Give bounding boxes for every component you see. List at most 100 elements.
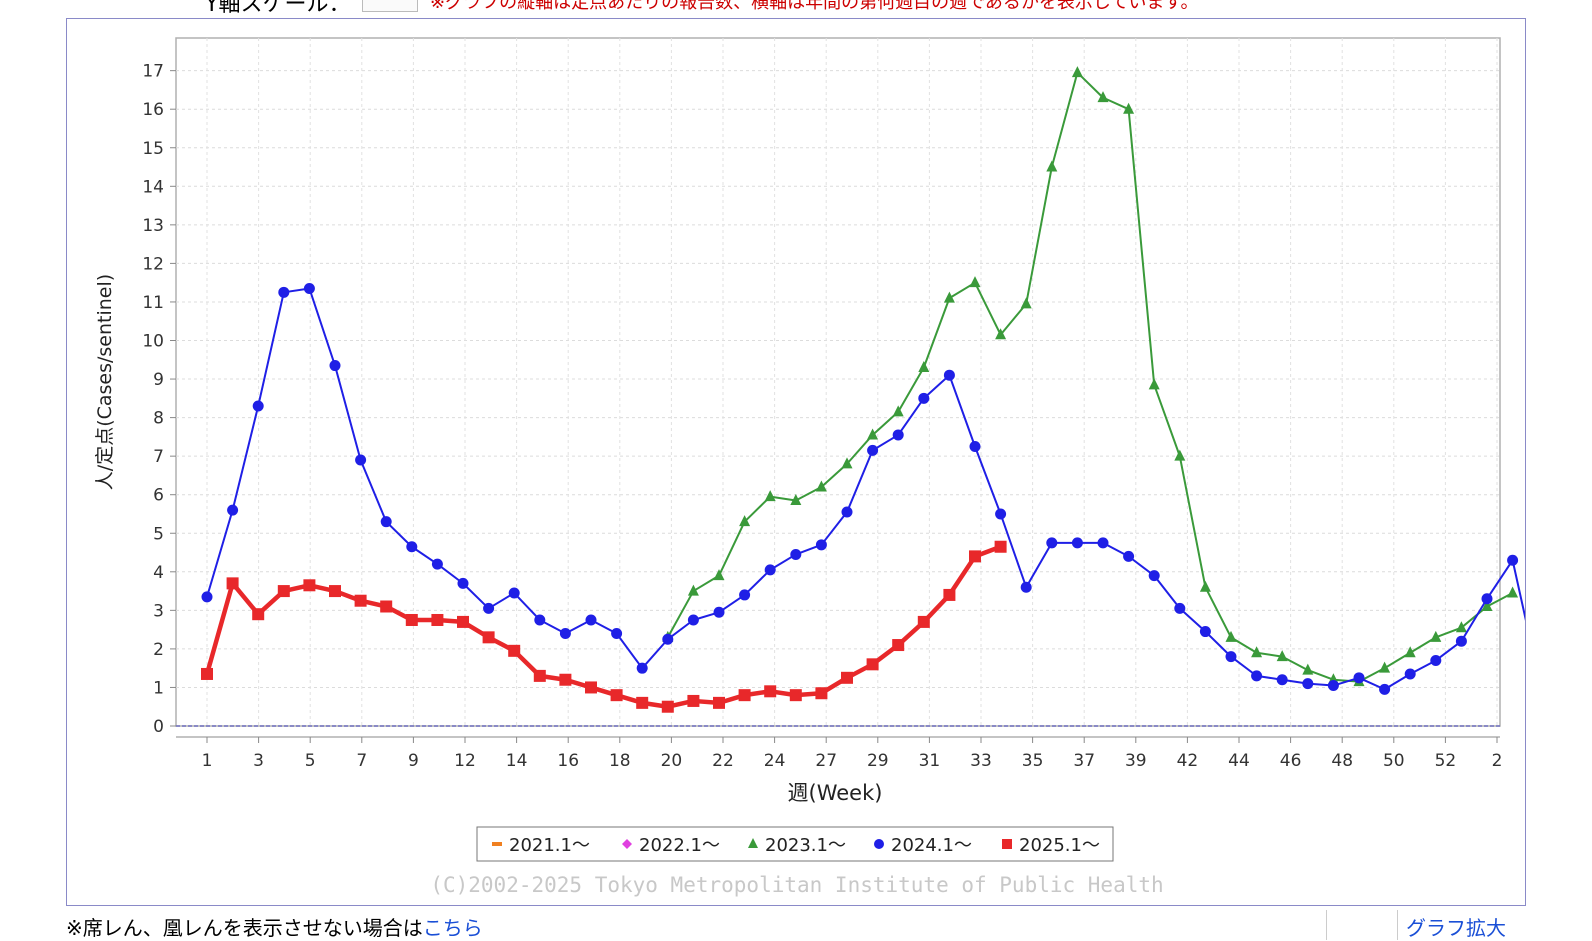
data-point: [943, 291, 955, 303]
data-point: [713, 569, 725, 581]
data-point: [611, 627, 623, 639]
y-tick-label: 17: [142, 62, 164, 82]
data-point: [201, 667, 213, 680]
data-point: [405, 613, 418, 626]
x-tick-label: 31: [919, 751, 941, 771]
legend-marker: [874, 839, 884, 849]
data-point: [969, 550, 981, 563]
x-tick-label: 18: [609, 751, 631, 771]
data-point: [892, 429, 904, 441]
y-tick-label: 3: [153, 601, 164, 621]
data-point: [201, 591, 213, 603]
data-point: [841, 457, 853, 469]
data-point: [943, 588, 956, 601]
x-tick-label: 16: [557, 751, 579, 771]
y-tick-label: 13: [142, 216, 164, 236]
data-point: [559, 673, 572, 686]
x-tick-label: 46: [1280, 751, 1302, 771]
x-axis: 1 3 5 7 9 12 14 16 18 20 22 24 27 29 31 33 35 37 39 42 44 46 4…: [176, 736, 1502, 771]
data-point: [815, 687, 828, 700]
series-20251: [201, 540, 1007, 713]
data-point: [610, 689, 623, 702]
data-point: [1379, 683, 1391, 695]
y-tick-label: 11: [142, 293, 164, 313]
data-point: [687, 694, 700, 707]
data-point: [1430, 630, 1442, 642]
data-point: [943, 369, 955, 381]
data-point: [406, 541, 418, 553]
data-point: [892, 405, 904, 417]
x-tick-label: 14: [506, 751, 528, 771]
legend-marker: [1002, 839, 1012, 849]
data-point: [585, 681, 597, 694]
data-point: [431, 558, 443, 570]
data-point: [1404, 668, 1416, 680]
y-tick-label: 0: [153, 717, 164, 737]
data-point: [483, 602, 495, 614]
data-point: [534, 614, 546, 626]
bottom-row: ※席レん、凰レんを表示させない場合はこちら グラフ拡大: [0, 910, 1592, 940]
data-point: [662, 633, 674, 645]
data-point: [1225, 630, 1237, 642]
x-tick-label: 3: [253, 751, 264, 771]
data-point: [1455, 635, 1467, 647]
y-scale-select[interactable]: [362, 0, 418, 12]
data-point: [508, 587, 520, 599]
data-point: [866, 658, 879, 671]
x-tick-label: 42: [1177, 751, 1199, 771]
data-point: [867, 444, 879, 456]
y-tick-label: 9: [153, 370, 164, 390]
enlarge-graph-link[interactable]: グラフ拡大: [1406, 916, 1506, 940]
data-point: [533, 669, 546, 682]
data-point: [355, 454, 367, 466]
x-tick-label: 50: [1383, 751, 1405, 771]
data-point: [636, 696, 649, 709]
y-tick-label: 7: [153, 447, 164, 467]
data-point: [1199, 626, 1211, 638]
y-tick-label: 5: [153, 524, 164, 544]
data-point: [892, 639, 905, 652]
data-point: [995, 328, 1007, 340]
data-point: [252, 608, 265, 621]
x-tick-label: 7: [356, 751, 367, 771]
legend-entry: 2021.1～: [509, 835, 590, 856]
data-point: [687, 584, 699, 596]
data-point: [739, 515, 751, 527]
grid-lines: [176, 38, 1500, 727]
y-axis-label: 人/定点(Cases/sentinel): [94, 274, 116, 490]
y-tick-label: 12: [142, 254, 164, 274]
data-point: [303, 282, 315, 294]
x-tick-label: 5: [305, 751, 316, 771]
data-point: [790, 548, 802, 560]
data-point: [1046, 537, 1058, 549]
data-point: [1020, 297, 1032, 309]
data-point: [226, 577, 239, 590]
legend-marker: [622, 839, 632, 849]
data-point: [815, 539, 827, 551]
data-point: [1430, 654, 1442, 666]
legend-entry: 2022.1～: [639, 835, 720, 856]
data-point: [1353, 672, 1365, 684]
data-point: [1276, 674, 1288, 686]
data-point: [1071, 66, 1083, 78]
x-tick-label: 35: [1022, 751, 1044, 771]
data-point: [1251, 646, 1263, 658]
y-tick-label: 15: [142, 139, 164, 159]
data-point: [1302, 663, 1314, 675]
x-tick-label: 48: [1331, 751, 1353, 771]
data-point: [1071, 537, 1083, 549]
x-tick-label: 44: [1228, 751, 1250, 771]
legend-entry: 2025.1～: [1019, 835, 1100, 856]
data-point: [1046, 160, 1058, 172]
hide-link[interactable]: こちら: [422, 916, 483, 940]
data-point: [1148, 570, 1160, 582]
legend-marker: [492, 842, 502, 846]
data-point: [1225, 651, 1237, 663]
x-tick-label: 33: [970, 751, 992, 771]
data-point: [713, 696, 725, 709]
data-point: [508, 644, 521, 657]
data-point: [277, 585, 290, 598]
data-point: [1481, 599, 1493, 611]
